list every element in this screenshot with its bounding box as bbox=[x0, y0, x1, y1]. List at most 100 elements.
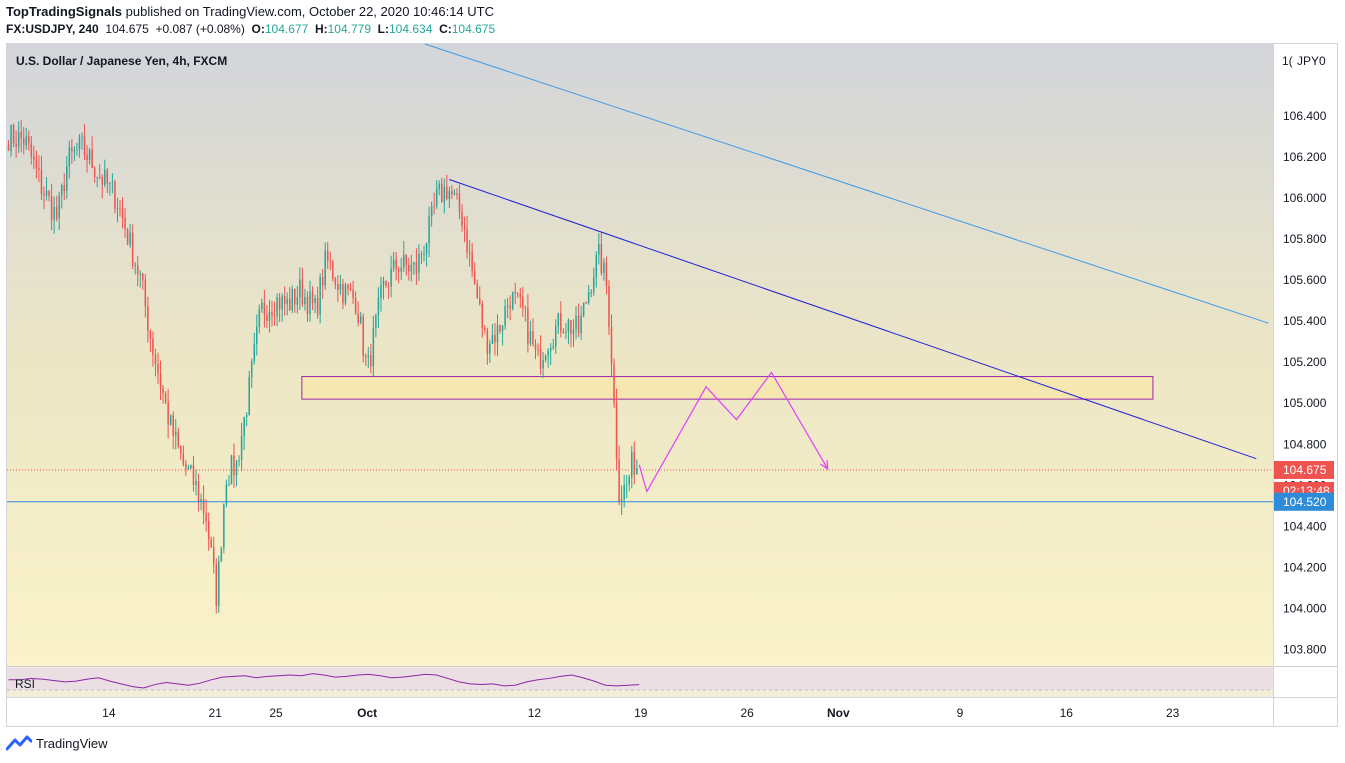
candle bbox=[565, 323, 567, 339]
candle bbox=[76, 142, 78, 156]
candle bbox=[387, 281, 390, 300]
candle bbox=[587, 284, 590, 305]
candle bbox=[418, 244, 420, 281]
candle-body bbox=[248, 377, 250, 416]
candle bbox=[291, 285, 294, 314]
candle bbox=[98, 164, 101, 180]
candle bbox=[582, 302, 585, 318]
candle-body bbox=[22, 138, 25, 146]
candle-body bbox=[446, 186, 448, 200]
ohlc-line: FX:USDJPY, 240 104.675 +0.087 (+0.08%) O… bbox=[6, 22, 495, 36]
candle bbox=[164, 391, 167, 405]
candle-body bbox=[560, 312, 562, 332]
candle-body bbox=[478, 298, 481, 304]
candle-body bbox=[532, 331, 534, 345]
price-axis[interactable]: 103.800104.000104.200104.400104.600104.8… bbox=[1283, 109, 1327, 657]
main-downtrend-trendline[interactable] bbox=[449, 179, 1257, 460]
candle bbox=[628, 474, 630, 492]
candle-body bbox=[600, 243, 603, 273]
candle-body bbox=[496, 325, 499, 343]
candle bbox=[603, 258, 605, 281]
candle-body bbox=[524, 307, 527, 309]
tradingview-logo-icon[interactable] bbox=[6, 735, 32, 751]
candle-body bbox=[68, 147, 71, 167]
candle-body bbox=[342, 283, 344, 304]
symbol-label: FX:USDJPY, 240 bbox=[6, 22, 99, 36]
candle bbox=[256, 314, 258, 356]
candle-body bbox=[240, 435, 243, 460]
candle-body bbox=[58, 195, 60, 219]
price-tick-label: 105.800 bbox=[1283, 232, 1327, 246]
candle-body bbox=[268, 312, 271, 321]
candle-body bbox=[301, 279, 304, 305]
footer-brand[interactable]: TradingView bbox=[36, 735, 108, 751]
candle bbox=[364, 353, 367, 366]
candle-body bbox=[615, 402, 618, 460]
candle bbox=[225, 479, 228, 508]
candle bbox=[139, 270, 142, 288]
candle-body bbox=[603, 262, 605, 273]
candle-body bbox=[15, 143, 17, 147]
rsi-line bbox=[8, 673, 640, 689]
candle bbox=[458, 184, 461, 220]
candle-body bbox=[557, 312, 560, 327]
candle bbox=[154, 348, 157, 377]
candle bbox=[415, 248, 418, 285]
candle-body bbox=[392, 259, 395, 269]
plot-background bbox=[7, 44, 1273, 666]
candle-body bbox=[291, 288, 294, 311]
candle bbox=[491, 323, 494, 345]
candle bbox=[119, 200, 121, 217]
candle bbox=[608, 280, 610, 335]
candle-body bbox=[256, 326, 258, 344]
candle bbox=[370, 344, 372, 374]
rsi-label[interactable]: RSI bbox=[15, 677, 35, 691]
candle-body bbox=[253, 343, 256, 362]
candle bbox=[636, 459, 638, 475]
candle bbox=[7, 140, 10, 151]
candle-body bbox=[519, 293, 522, 297]
candle bbox=[263, 289, 266, 328]
candle-body bbox=[210, 539, 212, 548]
candle-body bbox=[367, 355, 370, 358]
candle-body bbox=[636, 468, 638, 475]
candle-body bbox=[245, 415, 248, 417]
currency-label[interactable]: JPY bbox=[1297, 54, 1319, 68]
publisher-name[interactable]: TopTradingSignals bbox=[6, 4, 123, 19]
candle bbox=[375, 313, 377, 338]
candle bbox=[304, 288, 306, 311]
candle bbox=[281, 293, 283, 322]
candle bbox=[182, 445, 185, 467]
support-price-tag[interactable]: 104.520 bbox=[1274, 492, 1334, 511]
upper-downtrend-trendline[interactable] bbox=[424, 43, 1269, 324]
candle bbox=[238, 455, 240, 467]
candle-body bbox=[628, 477, 630, 485]
candle-body bbox=[286, 298, 288, 304]
candle-body bbox=[370, 355, 372, 367]
candle-body bbox=[438, 183, 440, 189]
resistance-zone[interactable] bbox=[301, 376, 1154, 400]
price-tick-label: 103.800 bbox=[1283, 643, 1327, 657]
candle-body bbox=[537, 349, 539, 351]
candle-body bbox=[169, 415, 172, 425]
candle-body bbox=[91, 149, 93, 169]
candle-body bbox=[610, 327, 613, 365]
candle bbox=[524, 305, 527, 322]
candle bbox=[248, 370, 250, 416]
time-axis[interactable]: 14 21 25 Oct 12 19 26 Nov 9 16 23 bbox=[102, 706, 1180, 720]
candle bbox=[192, 456, 195, 492]
candle-body bbox=[50, 196, 53, 221]
price-chart[interactable]: 103.800104.000104.200104.400104.600104.8… bbox=[0, 0, 1345, 735]
candle bbox=[71, 139, 73, 164]
price-tick-label: 104.400 bbox=[1283, 519, 1327, 533]
candle bbox=[600, 231, 603, 276]
candle-body bbox=[306, 296, 309, 315]
candle-body bbox=[595, 254, 598, 278]
candle bbox=[33, 146, 35, 170]
last-price-tag[interactable]: 104.675 bbox=[1274, 460, 1334, 479]
candle bbox=[456, 188, 458, 200]
projection-path[interactable] bbox=[638, 371, 829, 494]
candle-body bbox=[71, 147, 73, 152]
candle-body bbox=[334, 278, 337, 285]
candle-body bbox=[45, 190, 48, 196]
